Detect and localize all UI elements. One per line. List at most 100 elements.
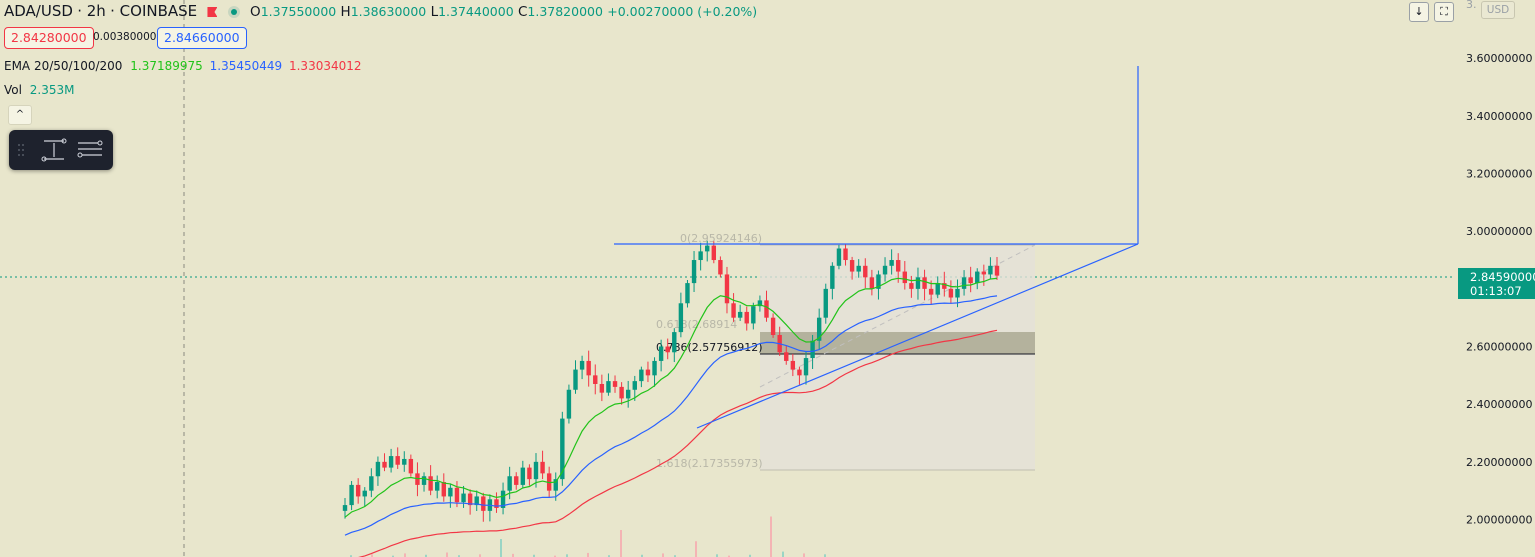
price-tick-label: 2.00000000 — [1466, 514, 1532, 527]
volume-bar — [512, 553, 514, 557]
candle-body — [751, 306, 756, 324]
volume-bar — [392, 555, 394, 557]
low-label: L — [430, 4, 439, 20]
candle-body — [593, 375, 598, 384]
candle-body — [494, 499, 499, 508]
candle-body — [507, 476, 512, 491]
candle-body — [586, 360, 591, 376]
candle-body — [909, 283, 914, 289]
candle-body — [836, 248, 842, 266]
drag-handle-icon[interactable] — [17, 142, 25, 158]
candle-body — [678, 303, 684, 333]
buy-price-button[interactable]: 2.84660000 — [157, 27, 247, 49]
volume-bar — [533, 554, 535, 557]
measure-tool-icon[interactable] — [39, 136, 69, 164]
candle-body — [342, 505, 348, 511]
candle-body — [579, 360, 585, 370]
download-arrow-icon[interactable]: ↓ — [1409, 2, 1429, 22]
candle-body — [935, 283, 940, 295]
candle-body — [527, 467, 532, 480]
candle-body — [441, 482, 446, 497]
candle-body — [408, 458, 414, 474]
high-value: 1.38630000 — [350, 4, 427, 19]
volume-legend[interactable]: Vol 2.353M — [4, 83, 75, 97]
candle-body — [928, 288, 934, 295]
volume-bar — [770, 516, 772, 557]
candle-body — [382, 461, 387, 468]
candle-body — [454, 487, 460, 503]
candle-body — [665, 346, 670, 353]
flag-icon[interactable] — [207, 7, 218, 17]
ema-100-value: 1.33034012 — [288, 59, 362, 73]
price-tick-label: 3.40000000 — [1466, 110, 1532, 123]
candle-body — [652, 360, 657, 376]
last-price-tag: 2.84590000 01:13:07 — [1458, 268, 1535, 299]
candle-body — [402, 458, 407, 465]
candle-body — [902, 271, 907, 284]
candle-body — [803, 358, 809, 376]
candle-body — [388, 456, 394, 468]
drawing-lines[interactable] — [614, 66, 1139, 429]
fib-label-1618: 1.618(2.17355973) — [656, 457, 763, 470]
candle-body — [619, 386, 624, 399]
volume-bar — [554, 555, 556, 557]
ema-100-line — [358, 329, 998, 557]
ema-20-line — [344, 277, 998, 518]
candle-body — [514, 476, 519, 485]
candle-body — [606, 381, 611, 393]
currency-selector[interactable]: USD — [1481, 1, 1515, 19]
candle-body — [863, 265, 868, 278]
candle-body — [639, 369, 644, 382]
candle-body — [968, 277, 973, 284]
symbol-name[interactable]: ADA/USD — [4, 2, 73, 20]
fib-settings-icon[interactable] — [75, 136, 105, 164]
price-tick-label: 2.60000000 — [1466, 341, 1532, 354]
candle-body — [856, 265, 861, 272]
price-axis[interactable]: 3.60000000 3.40000000 3.20000000 3.00000000… — [1466, 0, 1532, 527]
candle-body — [876, 274, 881, 289]
candle-body — [757, 300, 763, 307]
candle-body — [784, 352, 789, 361]
volume-bar — [620, 530, 622, 557]
volume-bar — [587, 552, 589, 557]
candle-body — [625, 389, 631, 399]
candle-body — [948, 288, 954, 298]
ema-50-line — [344, 295, 998, 536]
ascending-support-line[interactable] — [696, 243, 1139, 429]
candle-body — [428, 476, 433, 491]
change-value: +0.00270000 (+0.20%) — [607, 4, 758, 19]
fib-zone-upper — [760, 245, 1035, 332]
candle-body — [395, 456, 400, 465]
open-value: 1.37550000 — [260, 4, 337, 19]
candle-body — [922, 277, 927, 289]
candle-body — [843, 248, 848, 261]
interval-label[interactable]: 2h — [86, 2, 106, 20]
candle-body — [961, 277, 967, 289]
candle-body — [718, 260, 723, 275]
candle-body — [362, 490, 367, 497]
candle-body — [731, 303, 736, 318]
candle-body — [421, 476, 427, 485]
candle-body — [672, 332, 677, 353]
candle-body — [435, 482, 440, 491]
candle-body — [474, 496, 479, 506]
volume-bar — [803, 553, 805, 557]
volume-label: Vol — [4, 83, 22, 97]
candle-body — [369, 476, 374, 491]
fib-retracement[interactable]: 0(2.95924146) 0.618(2.68914 0.786(2.5775… — [656, 232, 1036, 471]
volume-bar — [716, 554, 718, 557]
fullscreen-icon[interactable]: ⛶ — [1434, 2, 1454, 22]
low-value: 1.37440000 — [438, 4, 514, 19]
collapse-legend-button[interactable]: ^ — [8, 105, 32, 125]
volume-bar — [608, 555, 610, 557]
candle-body — [691, 260, 697, 284]
symbol-separator: · — [77, 2, 87, 20]
ema-legend[interactable]: EMA 20/50/100/200 1.37189975 1.35450449 … — [4, 59, 362, 73]
candle-body — [849, 260, 855, 272]
candle-body — [553, 479, 558, 491]
price-tick-label: 3. — [1466, 0, 1477, 11]
candle-body — [790, 360, 796, 370]
sell-price-button[interactable]: 2.84280000 — [4, 27, 94, 49]
candle-body — [355, 484, 361, 497]
